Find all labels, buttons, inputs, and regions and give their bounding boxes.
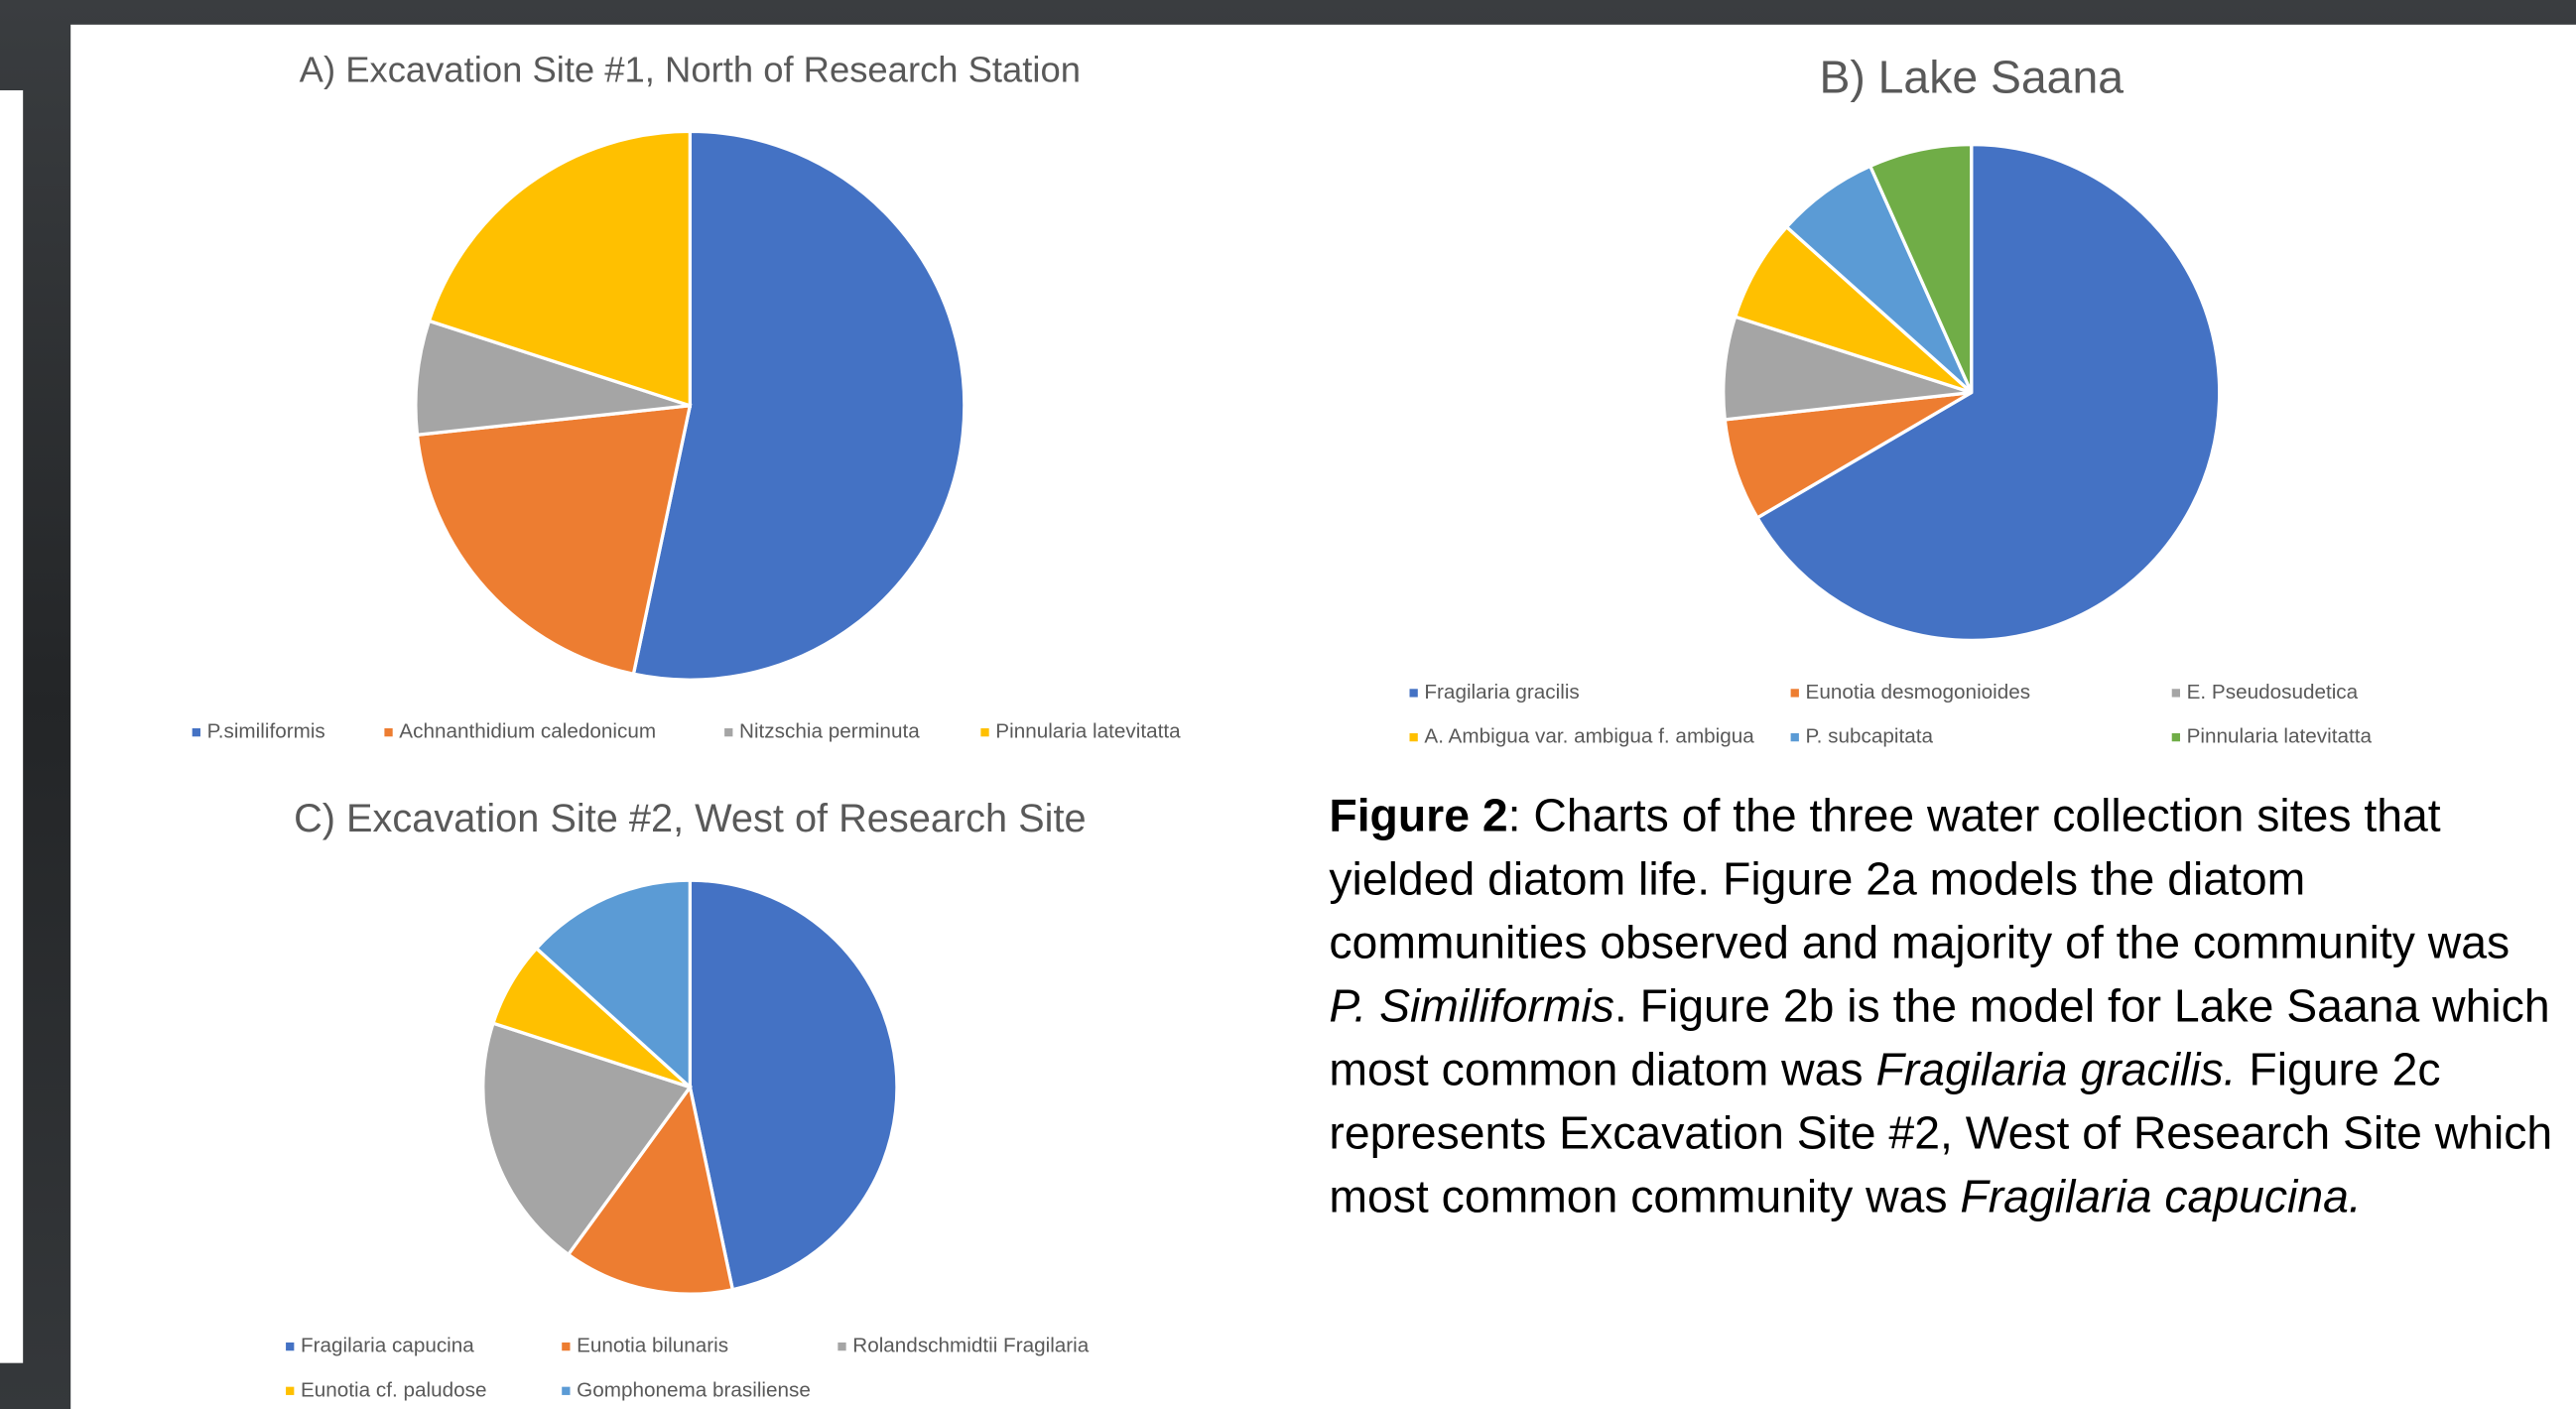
legend-swatch — [562, 1386, 571, 1395]
legend-swatch — [2171, 732, 2180, 742]
legend-label: E. Pseudosudetica — [2187, 681, 2359, 704]
legend-label: Fragilaria capucina — [301, 1335, 474, 1357]
pie-slice — [566, 1083, 735, 1296]
chart-title: A) Excavation Site #1, North of Research… — [300, 49, 1081, 89]
caption-run: yielded diatom life. Figure 2a models th… — [1329, 852, 2305, 904]
legend-label: A. Ambigua var. ambigua f. ambigua — [1424, 725, 1754, 748]
chart-title: C) Excavation Site #2, West of Research … — [294, 797, 1087, 840]
legend-label: Eunotia bilunaris — [577, 1335, 728, 1357]
pie-slice — [1868, 142, 1974, 394]
legend-swatch — [562, 1342, 571, 1351]
figure-caption: Figure 2: Charts of the three water coll… — [1329, 789, 2552, 1221]
pie-slice — [415, 403, 693, 677]
legend-swatch — [724, 727, 733, 737]
pie-slice — [1754, 142, 2222, 643]
legend-label: P. subcapitata — [1806, 725, 1934, 748]
legend-label: P.similiformis — [207, 720, 325, 743]
pie-slice — [631, 129, 966, 682]
legend-swatch — [837, 1342, 846, 1351]
caption-run: most common diatom was — [1329, 1044, 1875, 1095]
legend-swatch — [1790, 689, 1799, 698]
caption-run: . Figure 2b is the model for Lake Saana … — [1614, 980, 2550, 1032]
caption-run: represents Excavation Site #2, West of R… — [1329, 1107, 2552, 1159]
legend-label: Eunotia cf. paludose — [301, 1378, 487, 1401]
legend-swatch — [1790, 732, 1799, 742]
legend-label: Pinnularia latevitatta — [995, 720, 1181, 743]
legend-swatch — [1409, 689, 1418, 698]
pie-slice — [534, 878, 693, 1091]
legend-swatch — [2171, 689, 2180, 698]
legend-label: Rolandschmidtii Fragilaria — [852, 1335, 1090, 1357]
caption-run: P. Similiformis — [1329, 980, 1614, 1032]
caption-run: communities observed and majority of the… — [1329, 917, 2510, 968]
legend-swatch — [286, 1342, 295, 1351]
caption-run: Figure 2 — [1329, 789, 1507, 840]
caption-run: Fragilaria gracilis. — [1875, 1044, 2236, 1095]
legend-swatch — [1409, 732, 1418, 742]
pie-slice — [481, 1021, 694, 1257]
caption-run: Fragilaria capucina. — [1960, 1171, 2361, 1222]
legend-label: Fragilaria gracilis — [1424, 681, 1579, 704]
legend-swatch — [286, 1386, 295, 1395]
legend-swatch — [980, 727, 989, 737]
legend-label: Achnanthidium caledonicum — [399, 720, 656, 743]
legend-label: Gomphonema brasiliense — [577, 1378, 811, 1401]
chart-title: B) Lake Saana — [1819, 51, 2124, 102]
legend-swatch — [192, 727, 200, 737]
legend-swatch — [384, 727, 393, 737]
left-panel — [0, 90, 24, 1363]
pie-slice — [427, 129, 693, 409]
pie-slice — [414, 319, 691, 438]
pie-slice — [688, 878, 899, 1292]
caption-run: Figure 2c — [2237, 1044, 2441, 1095]
caption-run: : Charts of the three water collection s… — [1508, 789, 2441, 840]
legend-label: Nitzschia perminuta — [739, 720, 920, 743]
legend-label: Pinnularia latevitatta — [2187, 725, 2373, 748]
legend-label: Eunotia desmogonioides — [1806, 681, 2031, 704]
caption-run: most common community was — [1329, 1171, 1960, 1222]
